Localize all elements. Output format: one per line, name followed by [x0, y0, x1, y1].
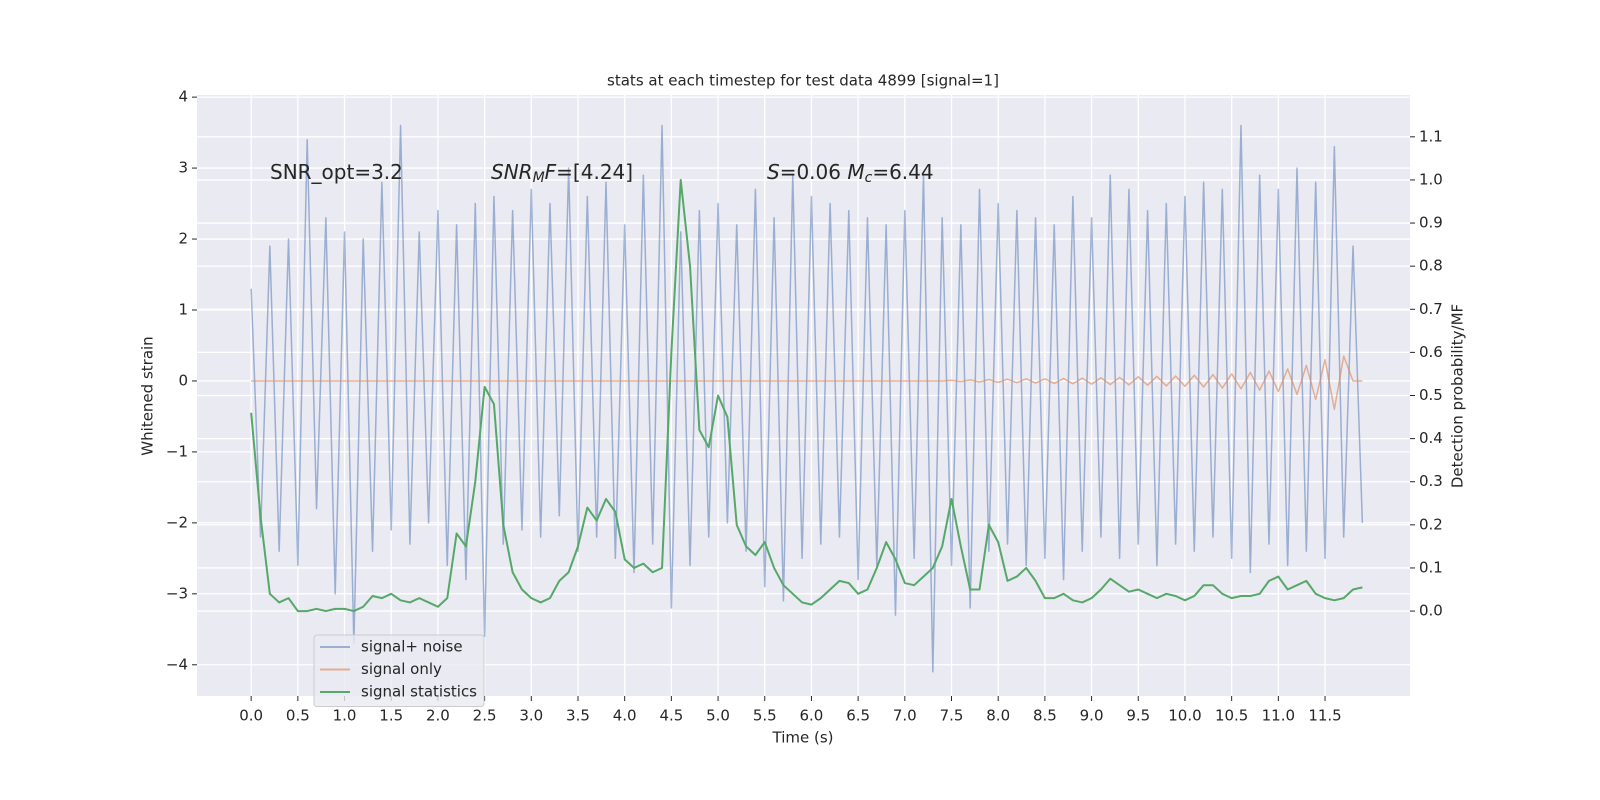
x-tick-label: 10.5 — [1215, 707, 1248, 725]
legend-label: signal only — [361, 660, 442, 678]
x-tick-label: 1.5 — [379, 707, 403, 725]
x-tick-label: 8.5 — [1033, 707, 1057, 725]
x-tick-label: 7.0 — [893, 707, 917, 725]
annotation-part: M — [847, 160, 864, 184]
y-axis-label: Whitened strain — [139, 336, 157, 455]
x-tick-label: 5.5 — [753, 707, 777, 725]
x-tick-label: 3.5 — [566, 707, 590, 725]
x-tick-label: 3.0 — [519, 707, 543, 725]
x-tick-label: 1.0 — [333, 707, 357, 725]
x-tick-label: 0.0 — [239, 707, 263, 725]
series-line — [251, 355, 1363, 411]
annotation-part: =6.44 — [872, 160, 933, 184]
y2-tick-label: 0.6 — [1419, 343, 1443, 361]
x-tick-label: 6.5 — [846, 707, 870, 725]
x-tick-label: 11.0 — [1262, 707, 1295, 725]
y2-tick-label: 0.2 — [1419, 515, 1443, 533]
annotation-part: M — [533, 170, 545, 186]
y-tick-label: −4 — [166, 655, 188, 673]
y2-tick-label: 0.7 — [1419, 300, 1443, 318]
x-tick-label: 4.5 — [659, 707, 683, 725]
y2-axis-label: Detection probability/MF — [1449, 304, 1467, 488]
y2-tick-label: 0.8 — [1419, 257, 1443, 275]
x-tick-label: 5.0 — [706, 707, 730, 725]
legend-label: signal statistics — [361, 683, 477, 701]
annotation: SNR_opt=3.2 — [270, 160, 403, 184]
x-tick-label: 6.0 — [800, 707, 824, 725]
chart-title: stats at each timestep for test data 489… — [607, 72, 999, 90]
x-tick-label: 7.5 — [940, 707, 964, 725]
y2-tick-label: 0.5 — [1419, 386, 1443, 404]
x-tick-label: 2.5 — [473, 707, 497, 725]
annotation-part: F — [545, 160, 557, 184]
annotation-part: SNR_opt=3.2 — [270, 160, 403, 184]
x-tick-label: 2.0 — [426, 707, 450, 725]
annotation: S=0.06 Mc=6.44 — [767, 160, 934, 187]
y2-tick-label: 1.0 — [1419, 170, 1443, 188]
annotation-part: =0.06 — [780, 160, 848, 184]
y2-tick-label: 0.0 — [1419, 602, 1443, 620]
y2-tick-label: 0.9 — [1419, 214, 1443, 232]
legend-label: signal+ noise — [361, 638, 463, 656]
annotation: SNRMF=[4.24] — [491, 160, 633, 187]
y2-tick-label: 0.3 — [1419, 472, 1443, 490]
series-line — [250, 178, 1363, 613]
y-tick-label: −1 — [166, 442, 188, 460]
series-line — [250, 124, 1364, 673]
y-tick-label: 0 — [178, 371, 188, 389]
y2-tick-label: 0.4 — [1419, 429, 1443, 447]
annotation-part: =[4.24] — [556, 160, 633, 184]
y-tick-label: 3 — [178, 159, 188, 177]
y-tick-label: 4 — [178, 88, 188, 106]
x-tick-label: 9.0 — [1080, 707, 1104, 725]
y-tick-label: 2 — [178, 230, 188, 248]
annotation-part: S — [767, 160, 780, 184]
x-tick-label: 9.5 — [1126, 707, 1150, 725]
x-tick-label: 11.5 — [1308, 707, 1341, 725]
x-tick-label: 0.5 — [286, 707, 310, 725]
y-tick-label: −2 — [166, 513, 188, 531]
x-tick-label: 10.0 — [1168, 707, 1201, 725]
x-tick-label: 8.0 — [986, 707, 1010, 725]
x-tick-label: 4.0 — [613, 707, 637, 725]
y-tick-label: 1 — [178, 300, 188, 318]
y-tick-label: −3 — [166, 584, 188, 602]
y2-tick-label: 1.1 — [1419, 127, 1443, 145]
legend-box — [313, 634, 485, 707]
y2-tick-label: 0.1 — [1419, 558, 1443, 576]
annotation-part: SNR — [491, 160, 533, 184]
annotation-part: c — [865, 170, 873, 186]
x-axis-label: Time (s) — [772, 729, 834, 747]
